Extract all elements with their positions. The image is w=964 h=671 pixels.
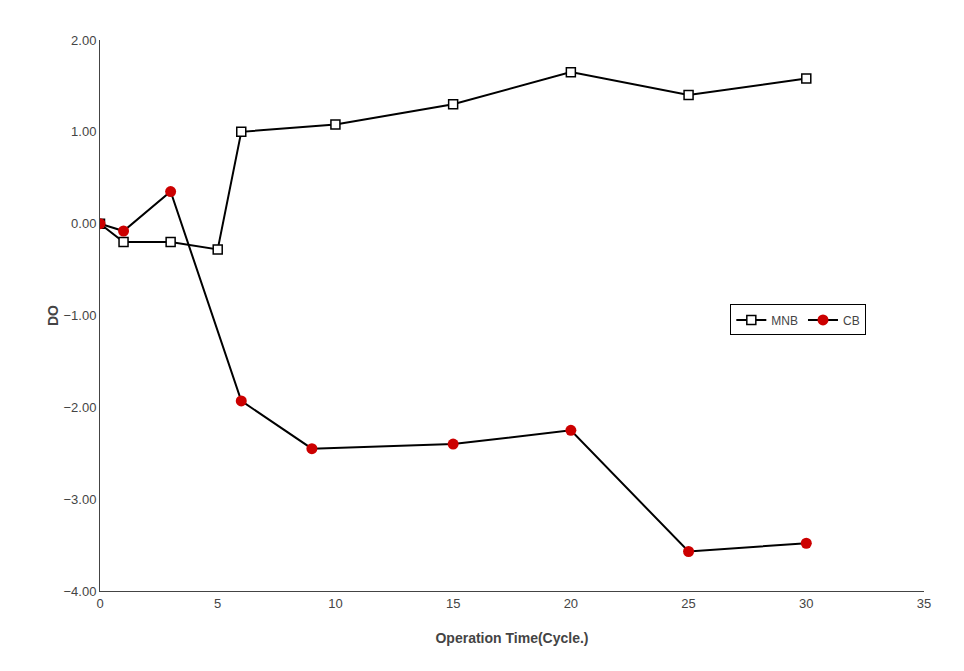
svg-text:−1.00: −1.00 [63, 308, 96, 323]
svg-text:25: 25 [681, 596, 695, 611]
svg-text:−4.00: −4.00 [63, 584, 96, 599]
svg-text:−2.00: −2.00 [63, 400, 96, 415]
svg-text:−3.00: −3.00 [63, 492, 96, 507]
svg-text:Operation Time(Cycle.): Operation Time(Cycle.) [435, 630, 588, 646]
svg-text:5: 5 [214, 596, 221, 611]
svg-text:0: 0 [96, 596, 103, 611]
svg-text:15: 15 [446, 596, 460, 611]
svg-text:35: 35 [917, 596, 931, 611]
svg-text:10: 10 [328, 596, 342, 611]
svg-text:MNB: MNB [771, 314, 798, 328]
svg-text:2.00: 2.00 [71, 33, 96, 48]
svg-text:30: 30 [799, 596, 813, 611]
svg-text:CB: CB [843, 314, 860, 328]
svg-text:DO: DO [45, 305, 61, 326]
svg-text:0.00: 0.00 [71, 216, 96, 231]
svg-text:20: 20 [564, 596, 578, 611]
svg-text:1.00: 1.00 [71, 124, 96, 139]
